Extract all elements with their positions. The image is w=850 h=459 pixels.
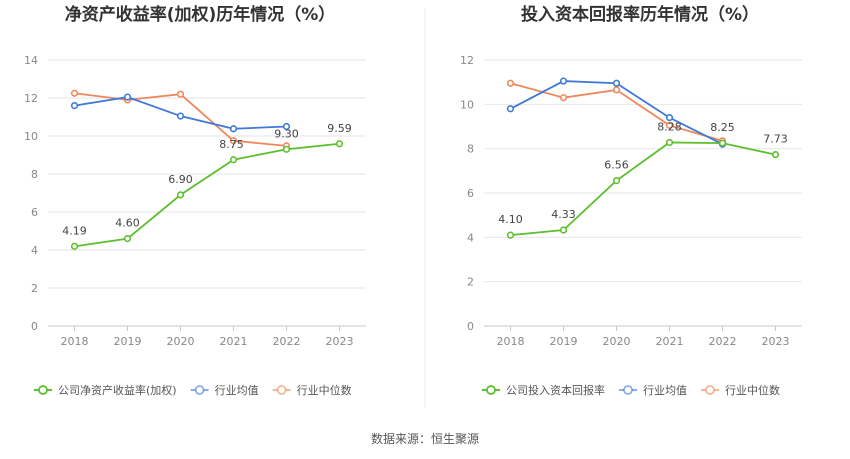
legend-marker — [623, 385, 633, 395]
y-tick-label: 6 — [31, 206, 38, 219]
roe-chart-panel: 净资产收益率(加权)历年情况（%） 0 2 4 6 8 10 12 14 2018 2019 2020… — [24, 4, 366, 397]
legend-item-industry-median[interactable]: 行业中位数 — [272, 383, 352, 397]
legend-label: 行业均值 — [643, 384, 687, 397]
data-point-industry-avg — [559, 77, 568, 85]
x-tick-label: 2021 — [656, 335, 684, 348]
x-tick-label: 2023 — [762, 335, 790, 348]
data-point-industry-avg — [506, 105, 515, 113]
legend-item-industry-avg[interactable]: 行业均值 — [190, 384, 259, 397]
data-point-industry-avg — [229, 125, 238, 133]
data-point-industry-avg — [282, 122, 291, 131]
data-point-company — [123, 235, 132, 243]
legend-label: 行业中位数 — [297, 383, 352, 397]
data-point-industry-median — [612, 86, 621, 94]
data-point-industry-avg — [665, 114, 674, 122]
data-label: 8.25 — [710, 121, 735, 134]
legend-item-company[interactable]: 公司投入资本回报率 — [482, 383, 605, 397]
data-point-company — [665, 138, 674, 147]
x-tick-label: 2019 — [114, 335, 142, 348]
x-tick-label: 2020 — [603, 335, 631, 348]
data-point-industry-median — [665, 121, 674, 129]
data-point-company — [282, 145, 291, 153]
data-point-industry-avg — [176, 112, 185, 120]
y-tick-label: 14 — [24, 54, 38, 67]
roic-chart-panel: 投入资本回报率历年情况（%） 0 2 4 6 8 10 12 2018 2019 2020 2021 2… — [460, 4, 802, 397]
data-label: 4.33 — [551, 208, 576, 221]
data-label: 4.60 — [115, 217, 140, 230]
y-tick-label: 10 — [460, 98, 474, 111]
data-label: 9.30 — [274, 127, 299, 140]
legend-label: 公司净资产收益率(加权) — [58, 383, 177, 397]
data-point-company — [559, 226, 568, 234]
x-tick-label: 2019 — [550, 335, 578, 348]
data-point-industry-avg — [70, 101, 79, 110]
data-point-industry-median — [70, 89, 79, 97]
y-tick-label: 2 — [467, 276, 474, 289]
data-point-company — [335, 140, 344, 148]
data-point-company — [506, 231, 515, 239]
x-tick-label: 2018 — [497, 335, 525, 348]
y-tick-label: 0 — [467, 320, 474, 333]
legend-item-company[interactable]: 公司净资产收益率(加权) — [34, 383, 177, 397]
data-point-company — [229, 156, 238, 164]
data-point-company — [70, 242, 79, 250]
data-point-industry-median — [176, 90, 185, 98]
y-tick-label: 4 — [467, 231, 474, 244]
data-label: 6.56 — [604, 159, 629, 172]
data-label: 4.19 — [62, 224, 87, 237]
y-tick-label: 10 — [24, 130, 38, 143]
y-tick-label: 2 — [31, 282, 38, 295]
chart-title: 投入资本回报率历年情况（%） — [521, 4, 759, 25]
series-line-company — [510, 141, 776, 237]
x-tick-label: 2020 — [167, 335, 195, 348]
y-tick-label: 12 — [24, 92, 38, 105]
data-point-industry-median — [559, 94, 568, 102]
legend-marker — [38, 385, 48, 395]
data-label: 7.73 — [763, 133, 788, 146]
data-label: 4.10 — [498, 213, 523, 226]
legend-label: 公司投入资本回报率 — [506, 383, 605, 397]
data-source-note: 数据来源：恒生聚源 — [371, 431, 479, 446]
y-tick-label: 8 — [467, 143, 474, 156]
x-tick-label: 2023 — [326, 335, 354, 348]
chart-title: 净资产收益率(加权)历年情况（%） — [65, 4, 336, 25]
y-tick-label: 12 — [460, 54, 474, 67]
y-tick-label: 4 — [31, 244, 38, 257]
x-tick-label: 2022 — [709, 335, 737, 348]
x-tick-label: 2021 — [220, 335, 248, 348]
data-label: 8.28 — [657, 120, 682, 133]
legend-marker — [486, 385, 496, 395]
data-point-industry-median — [506, 79, 515, 87]
data-point-company — [771, 151, 780, 159]
data-label: 9.59 — [327, 122, 352, 135]
legend-marker — [194, 385, 205, 395]
series-line-company — [74, 142, 340, 248]
data-point-industry-avg — [123, 93, 132, 101]
x-tick-label: 2022 — [273, 335, 301, 348]
legend-marker — [276, 385, 287, 395]
data-label: 8.75 — [219, 138, 244, 151]
y-tick-label: 6 — [467, 187, 474, 200]
data-point-industry-median — [229, 137, 238, 145]
legend-label: 行业中位数 — [725, 383, 780, 397]
data-point-company — [718, 139, 727, 147]
x-tick-label: 2018 — [61, 335, 89, 348]
y-tick-label: 8 — [31, 168, 38, 181]
data-point-company — [612, 176, 621, 185]
y-tick-label: 0 — [31, 320, 38, 333]
data-point-industry-avg — [612, 79, 621, 87]
legend-item-industry-avg[interactable]: 行业均值 — [619, 384, 687, 397]
legend-marker — [705, 385, 715, 395]
data-point-company — [176, 191, 185, 199]
legend-item-industry-median[interactable]: 行业中位数 — [701, 383, 780, 397]
legend-label: 行业均值 — [215, 384, 259, 397]
data-label: 6.90 — [168, 173, 193, 186]
